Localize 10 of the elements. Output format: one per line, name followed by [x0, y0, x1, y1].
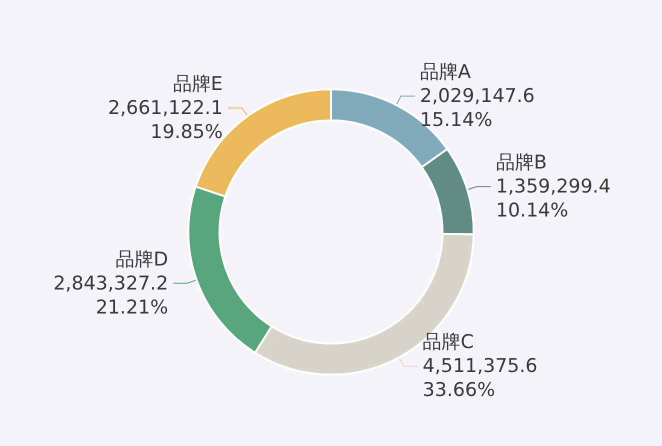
- data-label: 1,359,299.4 10.14%: [496, 176, 611, 222]
- slice-label: 品牌B: [496, 152, 547, 174]
- data-label: 2,843,327.2 21.21%: [53, 272, 168, 318]
- slice-label: 品牌D: [116, 248, 168, 270]
- data-label: 2,029,147.6 15.14%: [420, 85, 535, 132]
- slice-label: 品牌A: [420, 61, 471, 84]
- slice-label: 品牌C: [422, 331, 474, 354]
- data-label: 4,511,375.6 33.66%: [422, 355, 538, 402]
- slice-label: 品牌E: [172, 72, 223, 95]
- data-label: 2,661,122.1 19.85%: [108, 96, 223, 143]
